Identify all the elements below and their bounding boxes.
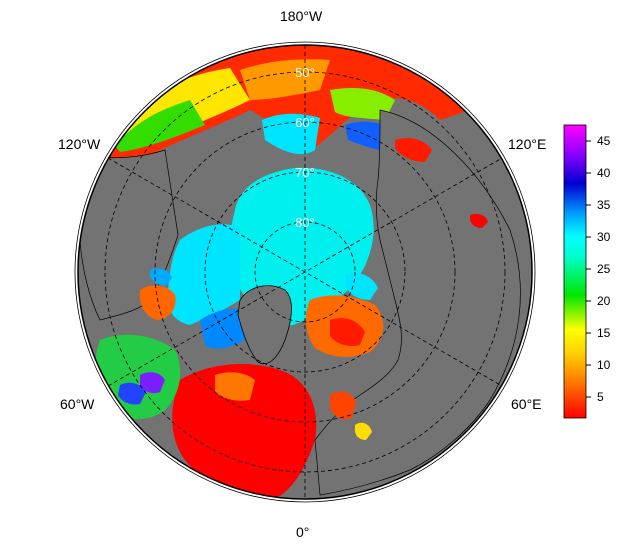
greenland-land	[237, 285, 292, 365]
hudson-bay-blue	[150, 268, 172, 286]
lon-label-120w: 120°W	[58, 136, 101, 152]
colorbar	[563, 124, 587, 419]
map-disk	[78, 45, 532, 499]
colorbar-tick-label: 40	[597, 166, 611, 180]
pacific-data-orange	[240, 59, 330, 100]
canadian-archipelago-ice	[167, 224, 240, 325]
colorbar-tick-label: 10	[597, 358, 611, 372]
laptev-red	[470, 213, 488, 228]
lon-label-0: 0°	[296, 524, 310, 540]
colorbar-tick-label: 5	[597, 390, 604, 404]
barents-red	[330, 318, 365, 346]
lon-label-180w: 180°W	[280, 8, 323, 24]
pacific-data-green	[115, 100, 205, 152]
colorbar-ticks	[586, 140, 591, 398]
map-outer-ring	[74, 41, 536, 503]
baffin-blue	[200, 308, 248, 349]
colorbar-tick-label: 20	[597, 294, 611, 308]
hudson-bay-data	[139, 285, 176, 320]
lon-label-60w: 60°W	[60, 396, 95, 412]
east-siberian-red	[395, 138, 432, 162]
lon-label-60e: 60°E	[511, 396, 542, 412]
bering-cyan	[262, 113, 320, 155]
colorbar-tick-label: 45	[597, 134, 611, 148]
lat-label-70: 70°	[295, 165, 315, 180]
map-border	[77, 44, 533, 500]
colorbar-tick-label: 30	[597, 230, 611, 244]
colorbar-tick-label: 25	[597, 262, 611, 276]
lat-label-60: 60°	[295, 115, 315, 130]
north-atlantic-data	[172, 364, 317, 499]
baltic-yellow	[354, 422, 372, 440]
scandinavia-data	[330, 391, 356, 420]
eurasia-land	[314, 109, 521, 496]
atlantic-orange	[215, 372, 255, 401]
lat-label-80: 80°	[295, 215, 315, 230]
labrador-green	[95, 334, 181, 420]
pacific-data-lightgreen	[330, 88, 395, 120]
labrador-blue	[118, 382, 146, 405]
lon-label-120e: 120°E	[508, 136, 547, 152]
meridians	[107, 45, 503, 499]
colorbar-tick-label: 15	[597, 326, 611, 340]
labrador-purple	[140, 372, 165, 394]
lat-label-50: 50°	[295, 65, 315, 80]
kara-cyan	[345, 273, 378, 300]
colorbar-tick-label: 35	[597, 198, 611, 212]
